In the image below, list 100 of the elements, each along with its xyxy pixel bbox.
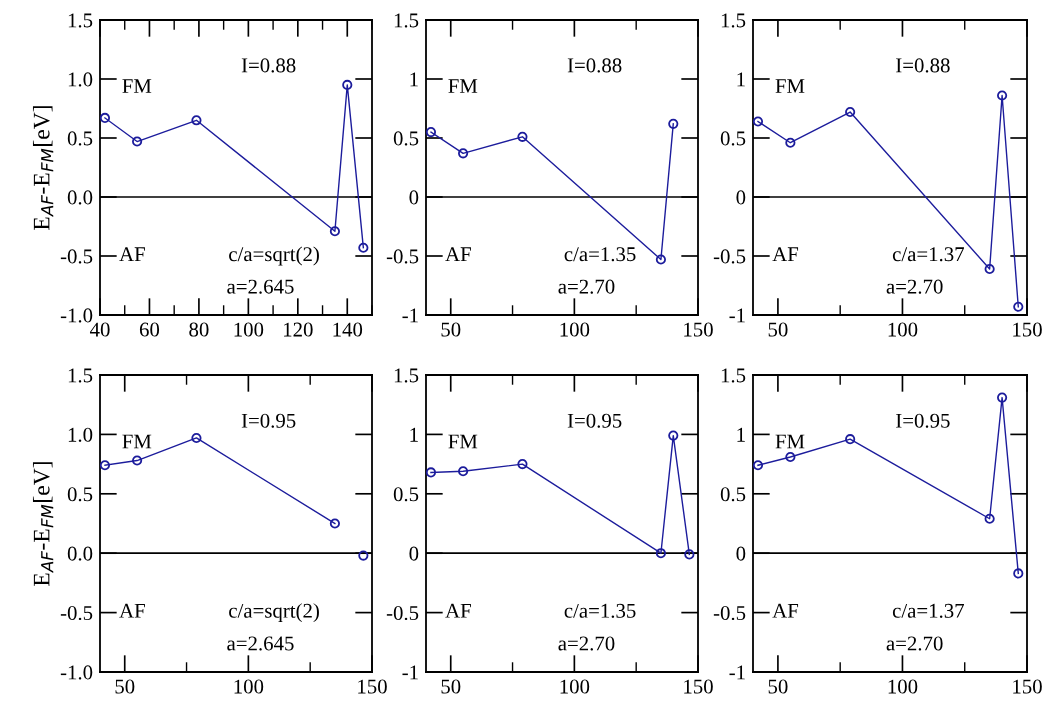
point xyxy=(684,549,695,560)
y-tick-label: -0.5 xyxy=(386,605,419,621)
point xyxy=(517,131,528,142)
point xyxy=(984,513,995,524)
point xyxy=(753,116,764,127)
x-tick-label: 100 xyxy=(560,322,590,337)
point xyxy=(426,127,437,138)
y-tick-label: -1 xyxy=(402,665,418,680)
point xyxy=(191,432,202,444)
point xyxy=(845,106,856,118)
y-tick-label: -1 xyxy=(729,665,745,680)
point xyxy=(426,467,437,478)
annotation: c/a=1.35 xyxy=(564,603,636,618)
y-tick-label: 0.5 xyxy=(720,131,746,146)
point xyxy=(1013,301,1024,312)
y-tick-label: 0 xyxy=(736,190,746,205)
y-tick-label: -0.5 xyxy=(713,249,746,264)
y-tick-label: 1 xyxy=(737,427,745,442)
x-tick-label: 60 xyxy=(139,322,160,337)
point xyxy=(342,79,353,90)
y-tick-label: 0.5 xyxy=(67,487,93,502)
annotation: FM xyxy=(122,79,152,93)
annotation: AF xyxy=(445,603,471,618)
annotation: I=0.88 xyxy=(896,58,950,73)
y-tick-label: -1.0 xyxy=(60,665,93,680)
y-tick-label: 1.5 xyxy=(721,368,746,383)
point xyxy=(100,460,111,471)
y-tick-label: 1.0 xyxy=(68,427,93,442)
y-tick-label: -0.5 xyxy=(386,249,419,264)
y-tick-label: 0 xyxy=(409,190,419,205)
y-tick-label: 0 xyxy=(736,546,746,561)
y-axis-title: E$_{AF}$-E$_{FM}$[eV] xyxy=(32,106,54,230)
y-tick-label: 1.5 xyxy=(68,13,93,28)
x-tick-label: 80 xyxy=(189,322,209,337)
annotation: a=2.70 xyxy=(558,636,615,651)
point xyxy=(997,90,1008,101)
y-tick-label: 1.5 xyxy=(68,368,93,383)
point xyxy=(1013,568,1024,579)
annotation: AF xyxy=(119,247,145,262)
y-tick-label: 1.5 xyxy=(394,13,419,28)
y-tick-label: 1 xyxy=(737,72,745,87)
point xyxy=(458,148,469,159)
point xyxy=(517,459,528,470)
y-tick-label: 0.0 xyxy=(67,190,93,205)
y-tick-label: 0.5 xyxy=(393,487,419,502)
annotation: a=2.645 xyxy=(227,636,294,651)
x-tick-label: 40 xyxy=(89,322,110,337)
annotation: c/a=1.35 xyxy=(564,247,636,262)
y-tick-label: 0.0 xyxy=(67,546,93,561)
point xyxy=(984,263,995,275)
annotation: FM xyxy=(775,79,805,93)
point xyxy=(358,550,369,561)
y-tick-label: -1 xyxy=(402,308,418,323)
annotation: a=2.70 xyxy=(558,279,615,294)
point xyxy=(655,254,666,265)
y-tick-label: 1 xyxy=(410,427,418,442)
x-tick-label: 50 xyxy=(115,679,135,694)
y-tick-label: 1 xyxy=(410,72,418,87)
annotation: c/a=sqrt(2) xyxy=(229,603,319,623)
y-tick-label: -0.5 xyxy=(60,605,93,621)
x-tick-label: 140 xyxy=(333,322,363,337)
point xyxy=(329,518,340,529)
point xyxy=(191,115,202,126)
y-tick-label: 0 xyxy=(409,546,419,561)
point xyxy=(358,242,369,253)
x-tick-label: 100 xyxy=(888,322,918,337)
annotation: FM xyxy=(448,79,478,93)
x-tick-label: 120 xyxy=(284,322,313,337)
annotation: c/a=1.37 xyxy=(892,247,965,262)
y-tick-label: 1.5 xyxy=(394,368,419,383)
y-tick-label: 0.5 xyxy=(393,131,419,146)
x-tick-label: 150 xyxy=(1013,679,1042,694)
annotation: a=2.70 xyxy=(886,279,943,294)
y-tick-label: -0.5 xyxy=(60,249,93,264)
x-tick-label: 50 xyxy=(768,322,788,337)
x-tick-label: 50 xyxy=(441,679,461,694)
annotation: AF xyxy=(772,603,799,618)
annotation: I=0.95 xyxy=(896,413,950,428)
point xyxy=(655,548,666,559)
y-tick-label: -1 xyxy=(729,308,745,323)
point xyxy=(753,460,764,471)
x-tick-label: 150 xyxy=(1013,322,1042,337)
y-tick-label: -0.5 xyxy=(713,605,746,621)
annotation: I=0.88 xyxy=(567,58,622,73)
point xyxy=(997,392,1008,403)
point xyxy=(329,226,340,237)
annotation: I=0.88 xyxy=(241,58,296,73)
annotation: c/a=sqrt(2) xyxy=(229,246,319,266)
x-tick-label: 50 xyxy=(768,679,788,694)
annotation: AF xyxy=(772,247,799,262)
point xyxy=(668,430,679,441)
y-tick-label: -1.0 xyxy=(60,308,93,323)
annotation: I=0.95 xyxy=(241,413,296,428)
annotation: AF xyxy=(119,603,145,618)
y-tick-label: 1.0 xyxy=(68,72,93,87)
x-tick-label: 100 xyxy=(234,679,264,694)
point xyxy=(845,434,856,445)
y-axis-title: E$_{AF}$-E$_{FM}$[eV] xyxy=(32,462,54,586)
annotation: FM xyxy=(775,434,805,449)
annotation: FM xyxy=(122,434,152,449)
